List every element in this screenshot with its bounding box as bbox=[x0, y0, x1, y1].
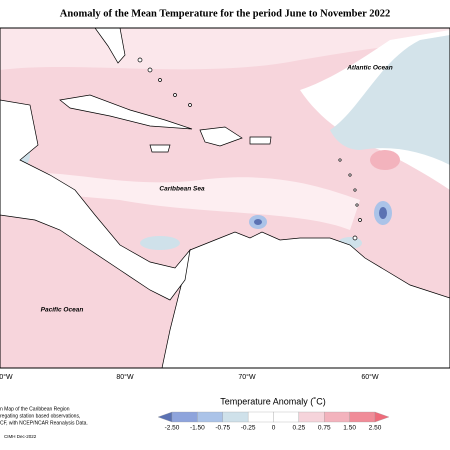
land bbox=[0, 99, 191, 301]
legend-swatch bbox=[222, 411, 249, 423]
field-band bbox=[0, 172, 360, 230]
legend-label: -2.50 bbox=[165, 425, 180, 432]
longitude-label: 0°W bbox=[0, 373, 13, 381]
title: Anomaly of the Mean Temperature for the … bbox=[60, 8, 390, 19]
legend-swatch bbox=[171, 411, 198, 423]
legend-swatch bbox=[273, 411, 300, 423]
legend-swatch bbox=[324, 411, 350, 423]
land bbox=[199, 126, 243, 147]
land bbox=[149, 144, 171, 153]
legend-swatch bbox=[374, 411, 390, 423]
legend-label: 0.25 bbox=[293, 425, 306, 432]
legend-label: 0.75 bbox=[318, 425, 331, 432]
longitude-label: 60°W bbox=[361, 373, 379, 381]
land bbox=[161, 231, 450, 369]
credit: CIMH Dec-2022 bbox=[4, 434, 37, 439]
ocean-label: Pacific Ocean bbox=[41, 307, 84, 314]
legend-label: -0.75 bbox=[215, 425, 230, 432]
warm-patch bbox=[370, 150, 400, 170]
caption-line: n Map of the Caribbean Region bbox=[0, 406, 70, 412]
legend-swatch bbox=[197, 411, 223, 423]
islands bbox=[137, 57, 362, 241]
legend-label: -0.25 bbox=[241, 425, 256, 432]
cold-patch bbox=[330, 35, 450, 165]
legend-swatch bbox=[247, 411, 274, 423]
map-frame bbox=[0, 27, 450, 369]
land bbox=[59, 94, 193, 130]
land bbox=[249, 136, 272, 145]
legend-label: -1.50 bbox=[190, 425, 205, 432]
legend-label: 0 bbox=[272, 425, 276, 432]
caption-line: regating station based observations, bbox=[0, 413, 80, 419]
ocean-label: Atlantic Ocean bbox=[346, 65, 393, 72]
legend-label: 1.50 bbox=[343, 425, 356, 432]
legend-label: 2.50 bbox=[369, 425, 382, 432]
longitude-label: 70°W bbox=[238, 373, 256, 381]
cold-patch bbox=[254, 219, 262, 225]
map bbox=[0, 27, 450, 369]
cold-patch bbox=[140, 236, 180, 250]
legend-swatch bbox=[157, 411, 173, 423]
cold-patch bbox=[379, 207, 387, 219]
longitude-label: 80°W bbox=[116, 373, 134, 381]
caption-line: CF, with NCEP/NCAR Reanalysis Data. bbox=[0, 420, 88, 426]
legend-swatch bbox=[349, 411, 376, 423]
legend-swatch bbox=[298, 411, 325, 423]
sea-label: Caribbean Sea bbox=[159, 186, 205, 193]
legend-title: Temperature Anomaly (˚C) bbox=[220, 396, 326, 406]
